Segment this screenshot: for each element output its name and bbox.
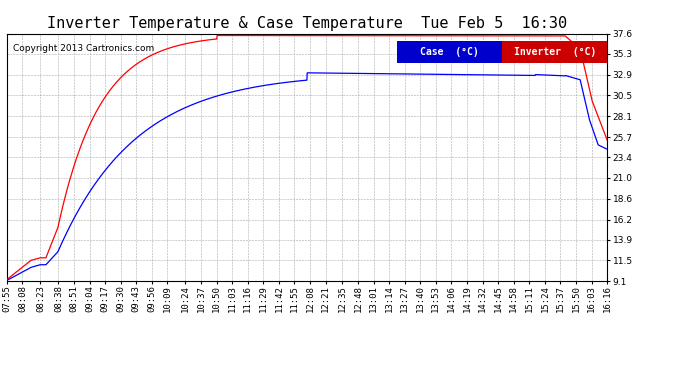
Text: Case  (°C): Case (°C) bbox=[420, 47, 479, 57]
Title: Inverter Temperature & Case Temperature  Tue Feb 5  16:30: Inverter Temperature & Case Temperature … bbox=[47, 16, 567, 31]
Text: Inverter  (°C): Inverter (°C) bbox=[513, 47, 595, 57]
Text: Copyright 2013 Cartronics.com: Copyright 2013 Cartronics.com bbox=[13, 44, 154, 52]
FancyBboxPatch shape bbox=[397, 41, 502, 63]
FancyBboxPatch shape bbox=[502, 41, 607, 63]
